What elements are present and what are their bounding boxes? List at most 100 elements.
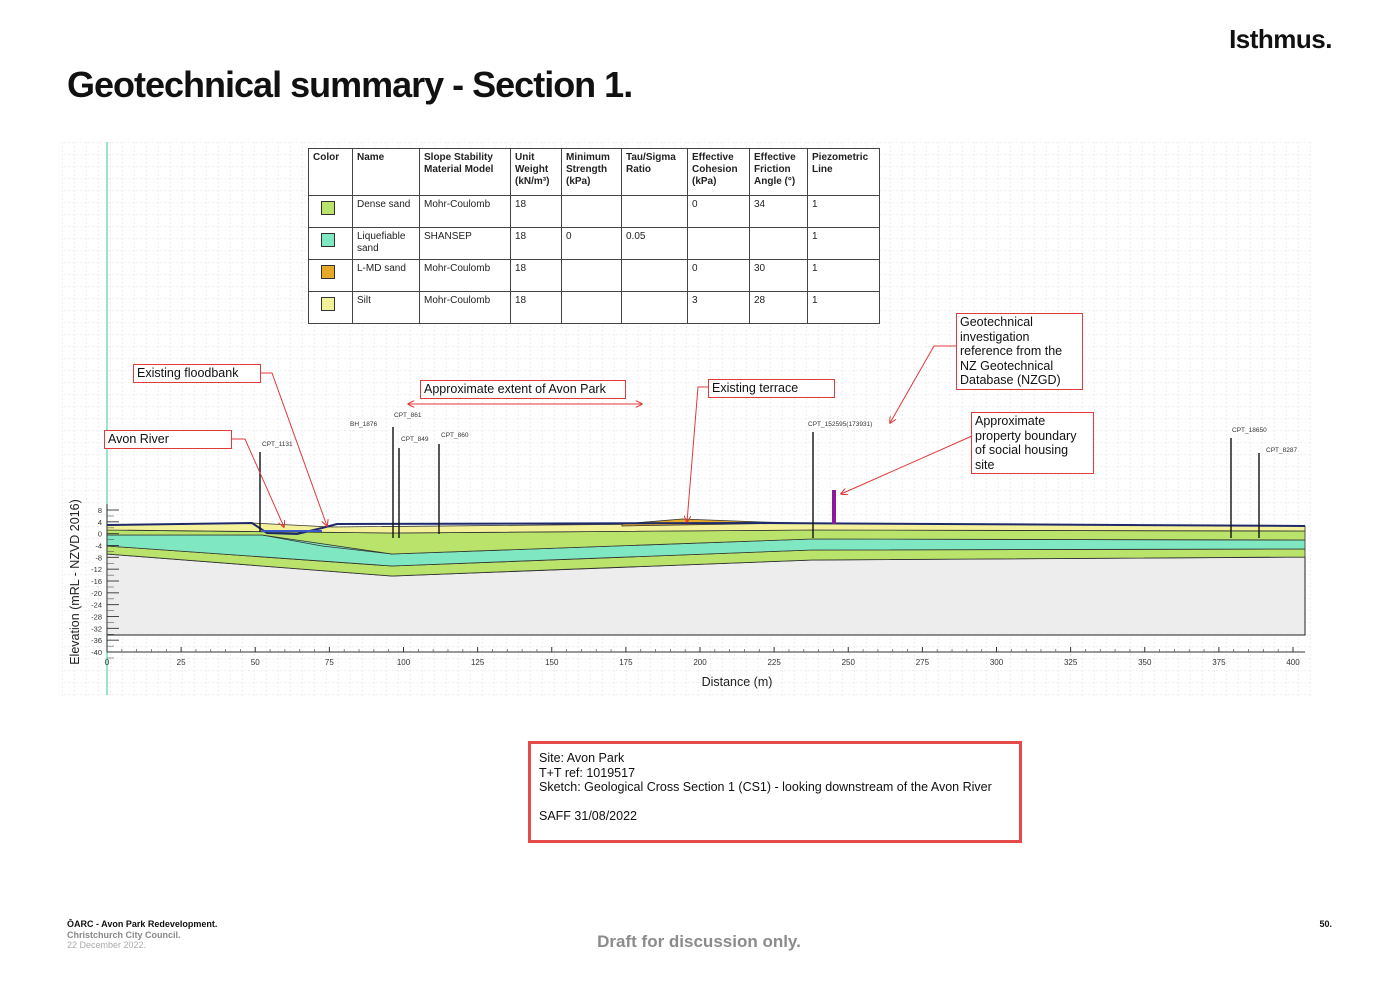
x-tick-label: 25 — [177, 658, 186, 667]
footer-date: 22 December 2022. — [67, 940, 147, 950]
probe-label: BH_1876 — [350, 421, 377, 428]
x-tick-label: 250 — [842, 658, 856, 667]
page-number: 50. — [1319, 919, 1332, 929]
probe-label: CPT_861 — [394, 412, 422, 419]
y-tick-label: 8 — [98, 506, 102, 515]
table-cell: 0 — [687, 259, 750, 292]
table-cell: 0.05 — [621, 227, 688, 260]
table-cell: 28 — [749, 291, 808, 324]
table-cell — [561, 259, 622, 292]
column-header: Color — [308, 148, 353, 196]
column-header: Minimum Strength (kPa) — [561, 148, 622, 196]
x-tick-label: 325 — [1064, 658, 1078, 667]
probe-label: CPT_18650 — [1232, 427, 1267, 434]
color-swatch — [321, 201, 335, 215]
y-tick-label: -24 — [91, 601, 102, 610]
footer-project-info: ŌARC - Avon Park Redevelopment. Christch… — [67, 919, 217, 951]
probe-label: CPT_152595(173931) — [808, 421, 872, 428]
table-cell: 0 — [561, 227, 622, 260]
table-cell: 3 — [687, 291, 750, 324]
callout-property-boundary: Approximate property boundary of social … — [971, 412, 1094, 474]
x-tick-label: 75 — [325, 658, 334, 667]
column-header: Unit Weight (kN/m³) — [510, 148, 562, 196]
info-sketch: Sketch: Geological Cross Section 1 (CS1)… — [539, 780, 992, 794]
leader-lines — [230, 345, 973, 527]
table-cell: 30 — [749, 259, 808, 292]
y-axis-label: Elevation (mRL - NZVD 2016) — [68, 499, 82, 665]
probe-label: CPT_860 — [441, 432, 469, 439]
color-swatch — [321, 265, 335, 279]
column-header: Piezometric Line — [807, 148, 880, 196]
x-tick-label: 150 — [545, 658, 559, 667]
table-cell: Mohr-Coulomb — [419, 195, 511, 228]
table-cell: 1 — [807, 227, 880, 260]
table-cell: 1 — [807, 195, 880, 228]
table-cell: L-MD sand — [352, 259, 420, 292]
info-ref: T+T ref: 1019517 — [539, 765, 636, 780]
table-cell: 0 — [687, 195, 750, 228]
info-site: Site: Avon Park — [539, 751, 625, 765]
y-tick-label: -8 — [95, 553, 102, 562]
piezometric-line — [262, 530, 322, 532]
callout-existing-floodbank: Existing floodbank — [133, 364, 261, 383]
x-tick-label: 350 — [1138, 658, 1152, 667]
y-axis: 8 4 0 -4 -8 -12 -16 -20 -24 -28 -32 -36 -40 — [91, 504, 119, 659]
y-tick-label: -12 — [91, 565, 102, 574]
y-tick-label: 4 — [98, 518, 102, 527]
table-row: L-MD sand Mohr-Coulomb 18 0 30 1 — [308, 259, 880, 292]
table-cell: Mohr-Coulomb — [419, 259, 511, 292]
table-cell — [687, 227, 750, 260]
table-cell — [561, 291, 622, 324]
color-cell — [308, 227, 353, 260]
table-row: Liquefiable sand SHANSEP 18 0 0.05 1 — [308, 227, 880, 260]
cross-section-figure: CPT_1131 BH_1876 CPT_861 CPT_849 CPT_860 CPT_… — [62, 142, 1312, 697]
x-tick-label: 275 — [916, 658, 930, 667]
y-tick-label: -40 — [91, 648, 102, 657]
x-axis-label: Distance (m) — [702, 675, 773, 689]
layer-silt — [106, 522, 1306, 534]
y-tick-label: -36 — [91, 636, 102, 645]
y-tick-label: 0 — [98, 530, 102, 539]
table-cell: 18 — [510, 259, 562, 292]
x-tick-label: 300 — [990, 658, 1004, 667]
x-tick-label: 200 — [693, 658, 707, 667]
table-cell: 34 — [749, 195, 808, 228]
table-cell — [621, 259, 688, 292]
brand-logo: Isthmus. — [1229, 24, 1332, 54]
site-info-box: Site: Avon Park T+T ref: 1019517 Sketch:… — [528, 741, 1022, 843]
footer-project: ŌARC - Avon Park Redevelopment. — [67, 919, 218, 929]
table-row: Dense sand Mohr-Coulomb 18 0 34 1 — [308, 195, 880, 228]
x-tick-label: 0 — [105, 658, 110, 667]
x-tick-label: 125 — [471, 658, 485, 667]
probe-label: CPT_1131 — [262, 441, 293, 448]
table-row: Silt Mohr-Coulomb 18 3 28 1 — [308, 291, 880, 324]
table-cell — [749, 227, 808, 260]
x-tick-label: 225 — [767, 658, 781, 667]
color-swatch — [321, 297, 335, 311]
table-cell: Dense sand — [352, 195, 420, 228]
x-tick-label: 175 — [619, 658, 633, 667]
x-tick-label: 50 — [251, 658, 260, 667]
x-tick-label: 375 — [1212, 658, 1226, 667]
table-cell — [621, 291, 688, 324]
y-tick-label: -32 — [91, 624, 102, 633]
probe-label: CPT_849 — [401, 436, 429, 443]
x-axis: 0 25 50 75 100 125 150 175 200 225 250 275 300 325 350… — [105, 647, 1305, 667]
x-tick-label: 100 — [397, 658, 411, 667]
property-boundary-marker — [832, 490, 836, 524]
probe-label: CPT_8287 — [1266, 447, 1297, 454]
color-cell — [308, 259, 353, 292]
x-tick-label: 400 — [1286, 658, 1300, 667]
investigation-probes: CPT_1131 BH_1876 CPT_861 CPT_849 CPT_860 CPT_… — [259, 412, 1297, 538]
callout-avon-river: Avon River — [104, 430, 232, 449]
table-cell: Mohr-Coulomb — [419, 291, 511, 324]
table-cell: Liquefiable sand — [352, 227, 420, 260]
table-cell: 1 — [807, 291, 880, 324]
y-tick-label: -20 — [91, 589, 102, 598]
draft-notice: Draft for discussion only. — [597, 932, 801, 951]
info-saff: SAFF 31/08/2022 — [539, 808, 637, 823]
callout-avon-park-extent: Approximate extent of Avon Park — [420, 380, 626, 399]
table-cell: Silt — [352, 291, 420, 324]
table-cell: 1 — [807, 259, 880, 292]
column-header: Slope Stability Material Model — [419, 148, 511, 196]
